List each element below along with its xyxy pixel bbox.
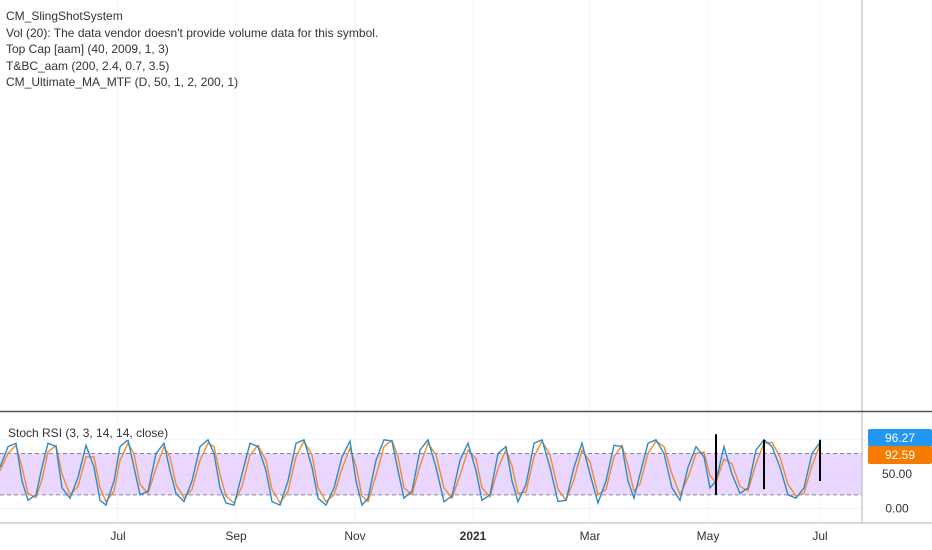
legend-line-2[interactable]: Vol (20): The data vendor doesn't provid…: [6, 25, 379, 40]
stoch-rsi-legend[interactable]: Stoch RSI (3, 3, 14, 14, close): [6, 426, 171, 440]
legend-line-3[interactable]: Top Cap [aam] (40, 2009, 1, 3): [6, 42, 169, 56]
stoch-tick-label: 50.00: [882, 467, 912, 481]
time-tick-label: 2021: [460, 529, 487, 543]
stoch-tick-label: 0.00: [885, 502, 909, 516]
stoch-k-line: [0, 438, 821, 507]
time-tick-label: May: [697, 529, 720, 543]
time-tick-label: Sep: [225, 529, 247, 543]
stoch-d-tag: 92.59: [868, 445, 932, 464]
legend-line-4[interactable]: T&BC_aam (200, 2.4, 0.7, 3.5): [6, 58, 170, 73]
stoch-rsi-lines: [0, 434, 821, 507]
time-tick-label: Mar: [580, 529, 601, 543]
time-tick-label: Nov: [344, 529, 365, 543]
indicator-legend: CM_SlingShotSystem Vol (20): The data ve…: [6, 8, 378, 91]
time-tick-label: Jul: [110, 529, 125, 543]
stoch-k-tag: 96.27: [868, 429, 932, 448]
time-tick-label: Jul: [812, 529, 827, 543]
legend-line-1[interactable]: CM_SlingShotSystem: [6, 9, 123, 23]
legend-line-5[interactable]: CM_Ultimate_MA_MTF (D, 50, 1, 2, 200, 1): [6, 75, 239, 89]
